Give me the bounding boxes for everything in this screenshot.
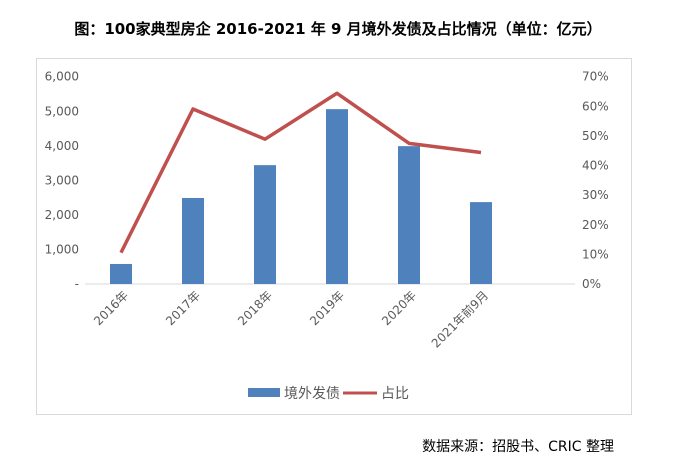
y-left-tick-label: 1,000	[45, 242, 79, 256]
y-left-tick-label: -	[75, 277, 79, 291]
chart-frame	[36, 58, 632, 415]
y-right-tick-label: 0%	[582, 277, 601, 291]
bar	[470, 202, 492, 284]
x-tick-label: 2021年前9月	[428, 288, 491, 351]
bar	[254, 165, 276, 284]
y-left-tick-label: 3,000	[45, 173, 79, 187]
legend-label: 境外发债	[284, 386, 340, 402]
series-line	[119, 91, 482, 254]
bar	[110, 263, 132, 284]
y-right-tick-label: 40%	[582, 159, 609, 173]
legend-swatch-bar	[248, 388, 280, 397]
y-left-tick-label: 5,000	[45, 104, 79, 118]
x-tick-label: 2020年	[379, 288, 419, 328]
y-left-tick-label: 4,000	[45, 139, 79, 153]
y-right-tick-label: 50%	[582, 129, 609, 143]
y-left-tick-label: 2,000	[45, 208, 79, 222]
y-right-tick-label: 30%	[582, 188, 609, 202]
y-right-tick-label: 70%	[582, 70, 609, 84]
y-left-tick-label: 6,000	[45, 70, 79, 84]
y-right-tick-label: 20%	[582, 218, 609, 232]
chart-title: 图：100家典型房企 2016-2021 年 9 月境外发债及占比情况（单位：亿…	[74, 20, 602, 38]
x-tick-label: 2018年	[235, 288, 275, 328]
legend-label: 占比	[381, 386, 409, 402]
y-right-tick-label: 10%	[582, 247, 609, 261]
bar	[182, 197, 204, 284]
x-tick-label: 2016年	[91, 288, 131, 328]
y-right-tick-label: 60%	[582, 99, 609, 113]
bar	[398, 146, 420, 284]
bar	[326, 109, 348, 284]
source-note: 数据来源：招股书、CRIC 整理	[422, 439, 614, 455]
x-tick-label: 2017年	[163, 288, 203, 328]
x-tick-label: 2019年	[307, 288, 347, 328]
